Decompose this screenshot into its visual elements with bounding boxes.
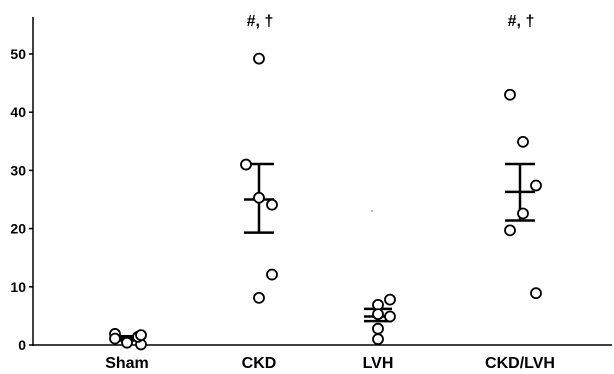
y-tick-label: 50 [10, 46, 26, 62]
significance-annotation: #, † [247, 13, 274, 30]
y-tick-label: 20 [10, 221, 26, 237]
y-tick-label: 30 [10, 162, 26, 178]
data-point [384, 293, 396, 306]
data-point [384, 310, 396, 323]
x-axis-labels: Sham CKD LVH CKD/LVH [105, 355, 555, 372]
x-category-label: LVH [363, 355, 394, 372]
data-point [517, 135, 529, 148]
data-point [517, 207, 529, 220]
x-category-label: CKD/LVH [485, 355, 555, 372]
data-point [530, 179, 542, 192]
data-point [504, 88, 516, 101]
data-points [109, 52, 542, 351]
data-point [121, 336, 133, 349]
data-point [504, 224, 516, 237]
data-point [240, 158, 252, 171]
data-point [372, 322, 384, 335]
data-point [135, 329, 147, 342]
data-point [266, 268, 278, 281]
significance-annotations: #, † #, † [247, 13, 535, 30]
data-point [372, 308, 384, 321]
significance-annotation: #, † [508, 13, 535, 30]
data-point [253, 291, 265, 304]
data-point [530, 287, 542, 300]
y-axis-ticks: 0 10 20 30 40 50 [10, 46, 33, 353]
data-point [266, 198, 278, 211]
stray-dot [371, 210, 373, 212]
x-category-label: Sham [105, 355, 149, 372]
data-point [372, 333, 384, 346]
error-bars [113, 162, 535, 342]
y-tick-label: 40 [10, 104, 26, 120]
error-bar [505, 162, 535, 222]
axes [32, 17, 612, 346]
data-point [253, 191, 265, 204]
data-point [109, 332, 121, 345]
x-category-label: CKD [242, 355, 277, 372]
y-tick-label: 10 [10, 279, 26, 295]
y-tick-label: 0 [18, 337, 26, 353]
data-point [253, 52, 265, 65]
